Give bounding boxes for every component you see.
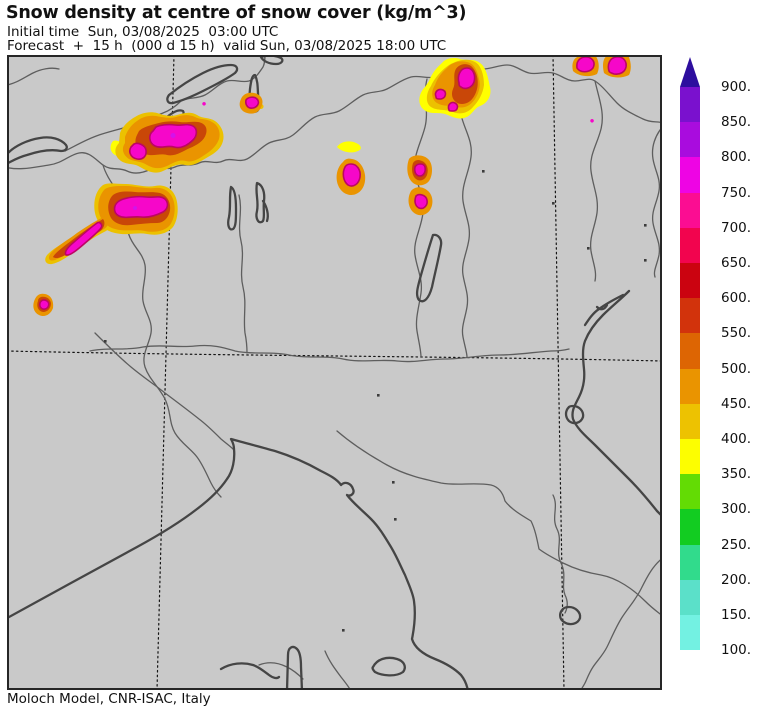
lake-maggiore [227, 185, 238, 231]
snow-area-aosta [64, 221, 103, 256]
colorbar-segment-750-800 [680, 157, 700, 193]
snow-area-valais [170, 133, 176, 138]
page-title: Snow density at centre of snow cover (kg… [6, 3, 467, 23]
lake-small-east [564, 404, 585, 425]
graticule [9, 57, 660, 688]
colorbar-segment-500-550 [680, 333, 700, 369]
snow-area-carnic-west [576, 57, 595, 73]
snow-area-aosta [133, 206, 138, 210]
snow-area-ortles [337, 141, 361, 153]
colorbar-over-range-arrow [680, 57, 700, 87]
snow-area-ortles [342, 163, 361, 187]
colorbar-segment-200-250 [680, 544, 700, 580]
adriatic-coastline [571, 289, 660, 516]
colorbar-tick: 350. [721, 466, 752, 483]
map-frame [7, 55, 662, 690]
colorbar-segment-550-600 [680, 298, 700, 334]
snow-area-adige-upper [413, 163, 427, 177]
colorbar-tick: 600. [721, 290, 752, 307]
map-panel [7, 55, 662, 690]
colorbar-tick: 500. [721, 360, 752, 377]
colorbar-segment-350-400 [680, 439, 700, 475]
colorbar-tick: 900. [721, 79, 752, 95]
forecast-valid-line: Forecast + 15 h (000 d 15 h) valid Sun, … [7, 38, 447, 54]
coastline-lakes [9, 57, 660, 688]
snow-area-north-small [245, 96, 260, 109]
snow-density-areas [33, 57, 631, 317]
colorbar-tick: 250. [721, 536, 752, 553]
colorbar-segment-300-350 [680, 474, 700, 510]
lake-como [255, 181, 269, 224]
snow-area-valais [129, 142, 147, 160]
snow-area-dolomites [457, 67, 476, 90]
lake-small-southeast [558, 605, 582, 626]
swiss-lake-2 [166, 63, 239, 105]
parallel [9, 350, 660, 362]
ligurian-coastline [9, 437, 469, 688]
colorbar-tick-labels: 900. 850. 800. 750. 700. 650. 600. 550. 500. 450.… [721, 0, 760, 713]
colorbar-segment-850-900 [680, 87, 700, 123]
colorbar-segment-400-450 [680, 403, 700, 439]
colorbar-segment-250-300 [680, 509, 700, 545]
snow-area-dolomites [447, 101, 459, 112]
initial-time-line: Initial time Sun, 03/08/2025 03:00 UTC [7, 24, 279, 40]
snow-area-adige-lower [414, 193, 428, 210]
snow-area-carnic-east [607, 57, 627, 75]
colorbar-tick: 800. [721, 149, 752, 166]
snow-area-aosta [113, 195, 169, 219]
colorbar-tick: 400. [721, 431, 752, 447]
venice-lagoon [583, 293, 625, 327]
lake-garda [415, 233, 443, 303]
snow-area-dolomites [434, 88, 447, 100]
colorbar-tick: 150. [721, 607, 752, 623]
coast-fragment [219, 662, 281, 680]
map-specks [104, 170, 647, 632]
colorbar-segment-100-150 [680, 615, 700, 651]
colorbar-tick: 700. [721, 219, 752, 236]
colorbar-segment-700-750 [680, 192, 700, 228]
colorbar-tick: 450. [721, 395, 752, 412]
colorbar-tick: 100. [721, 642, 752, 659]
colorbar [680, 57, 700, 651]
colorbar-segment-800-850 [680, 122, 700, 158]
snow-area-cottian [39, 299, 50, 310]
colorbar-tick: 550. [721, 325, 752, 342]
map-svg [7, 55, 662, 690]
lake-geneva [9, 136, 68, 164]
swiss-lake-4 [259, 57, 284, 66]
colorbar-segment-150-200 [680, 579, 700, 615]
inlet [285, 645, 304, 688]
colorbar-segment-600-650 [680, 263, 700, 299]
model-attribution: Moloch Model, CNR-ISAC, Italy [7, 691, 211, 707]
colorbar-tick: 850. [721, 114, 752, 131]
colorbar-segment-450-500 [680, 368, 700, 404]
snow-area-north-small [202, 102, 206, 106]
snow-area-border-speck [590, 119, 594, 123]
coastal-island [371, 656, 406, 677]
colorbar-tick: 650. [721, 255, 752, 271]
colorbar-tick: 300. [721, 501, 752, 518]
colorbar-segment-650-700 [680, 227, 700, 263]
border-lines [9, 57, 660, 688]
colorbar-tick: 200. [721, 571, 752, 588]
colorbar-tick: 750. [721, 184, 752, 201]
